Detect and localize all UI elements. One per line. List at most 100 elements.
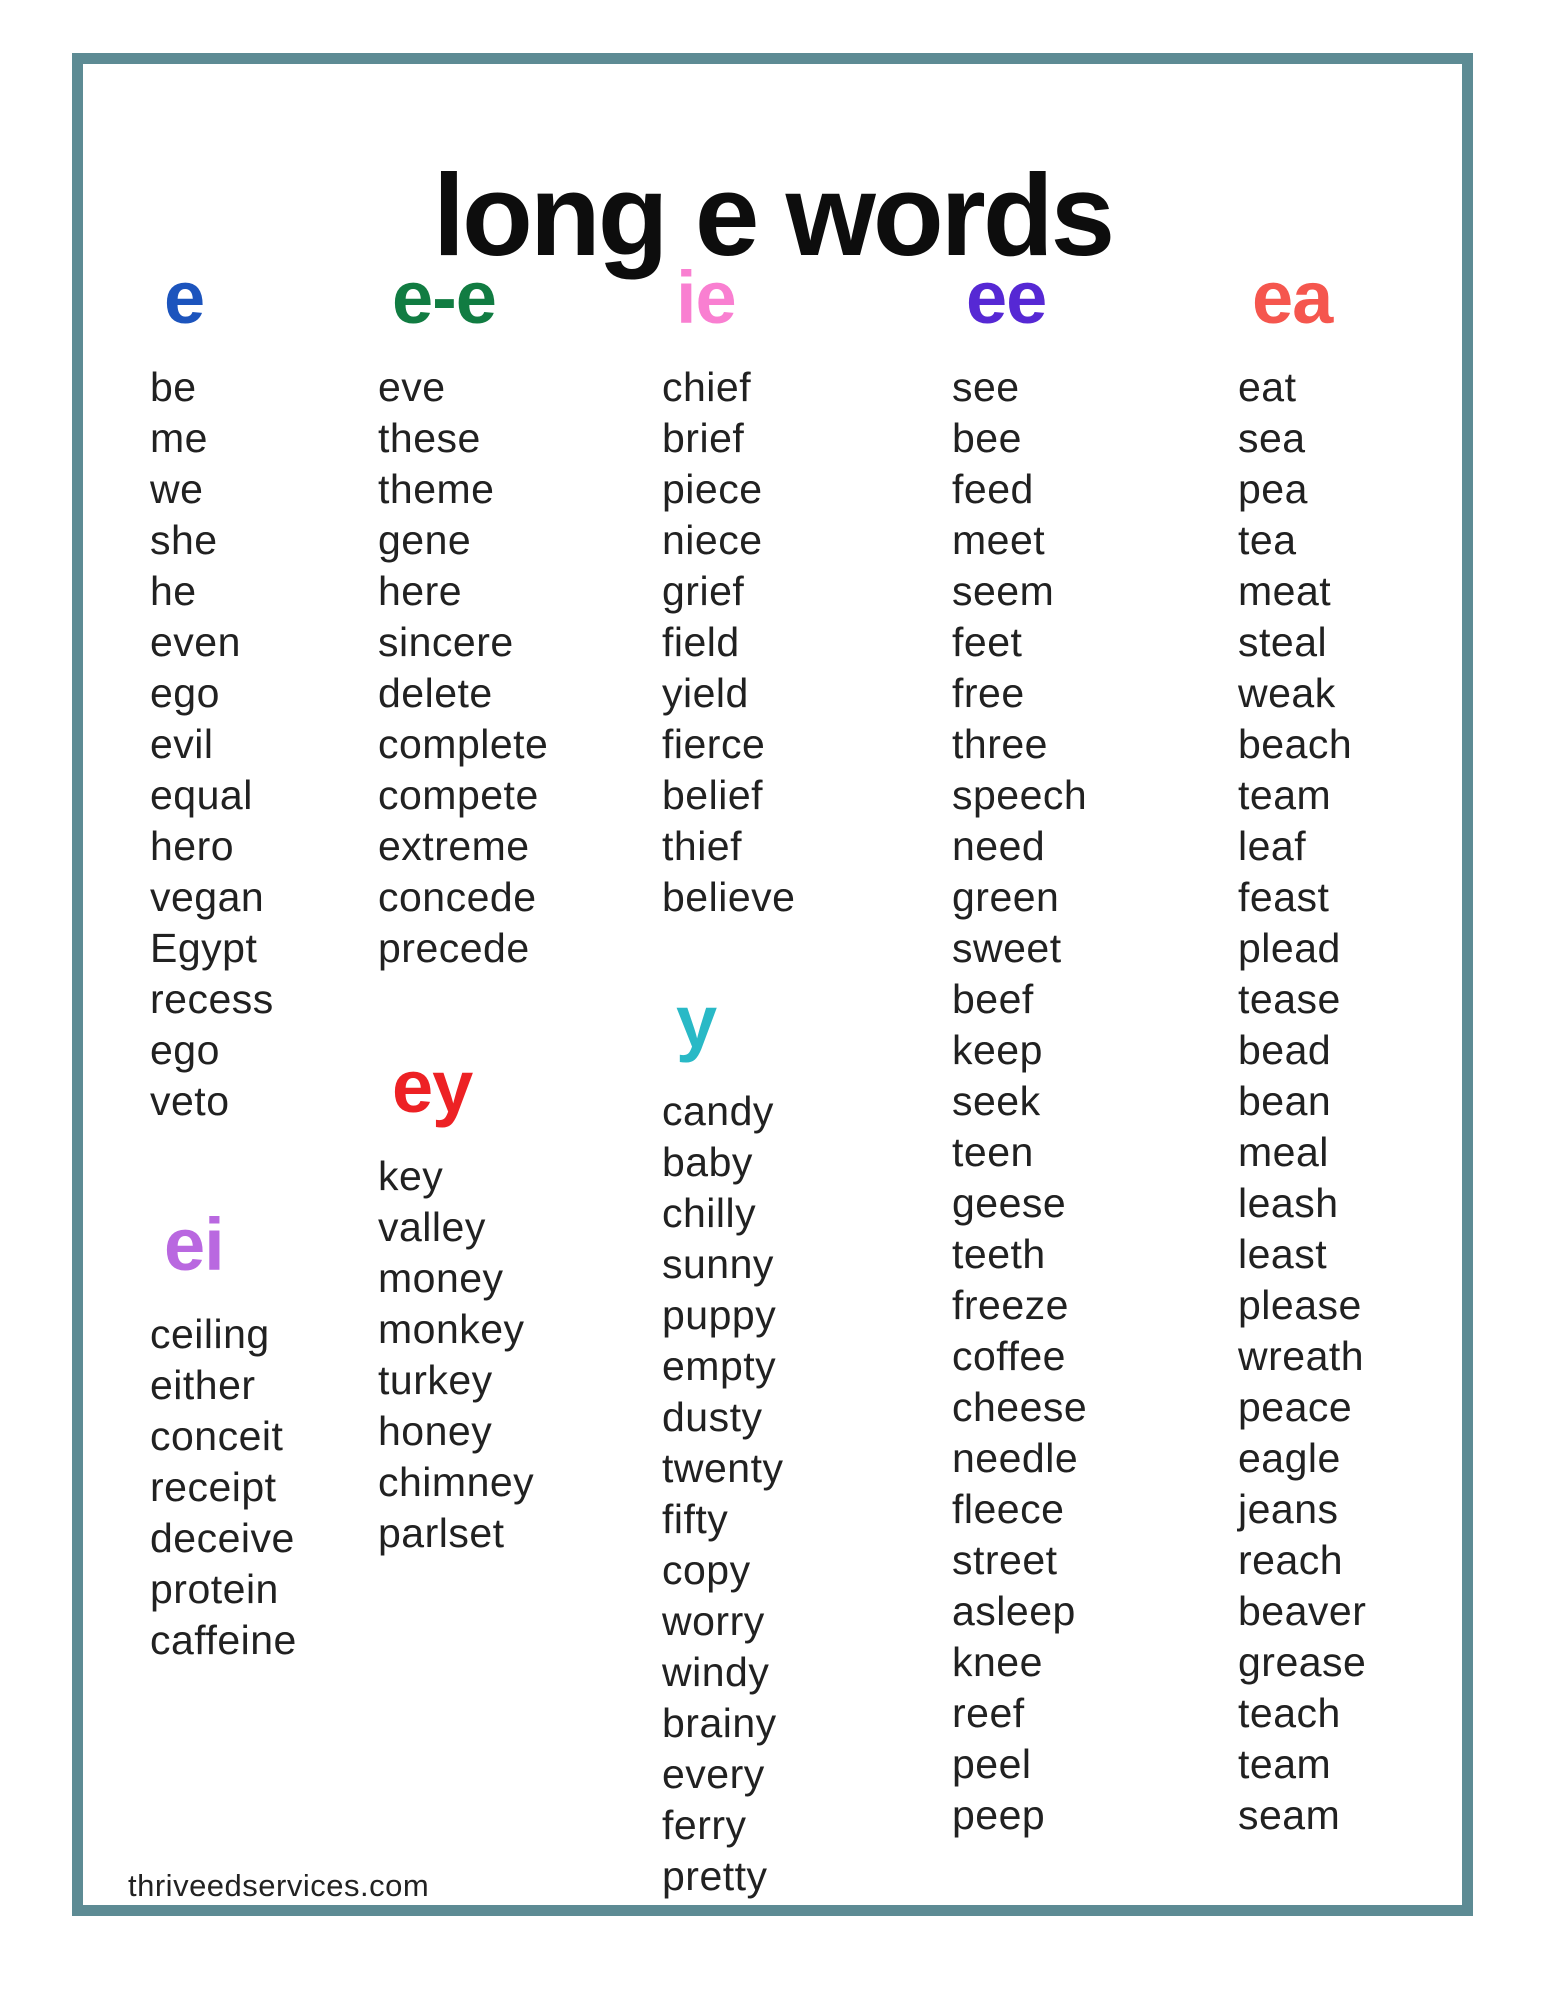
word-column: ee see bee feed meet seem feet free three speech n… xyxy=(952,255,1238,1902)
section-header-ey: ey xyxy=(392,1045,473,1128)
word-column: ea eat sea pea tea meat steal weak beach team leaf… xyxy=(1238,255,1470,1902)
word-item: candy xyxy=(662,1088,774,1134)
word-item: feet xyxy=(952,619,1023,665)
word-item: grease xyxy=(1238,1639,1367,1685)
word-list-ie: chief brief piece niece grief field yield fierc… xyxy=(662,362,952,923)
word-item: ego xyxy=(150,670,220,716)
word-list-ea: eat sea pea tea meat steal weak beach team leaf fe… xyxy=(1238,362,1470,1841)
word-item: twenty xyxy=(662,1445,784,1491)
word-item: we xyxy=(150,466,204,512)
word-item: jeans xyxy=(1238,1486,1339,1532)
word-item: sea xyxy=(1238,415,1306,461)
word-item: beaver xyxy=(1238,1588,1367,1634)
word-item: cheese xyxy=(952,1384,1088,1430)
word-item: hero xyxy=(150,823,235,869)
word-item: beef xyxy=(952,976,1034,1022)
word-item: feast xyxy=(1238,874,1330,920)
word-item: needle xyxy=(952,1435,1079,1481)
word-item: free xyxy=(952,670,1025,716)
word-item: ferry xyxy=(662,1802,747,1848)
word-item: seam xyxy=(1238,1792,1341,1838)
word-item: yield xyxy=(662,670,749,716)
word-item: knee xyxy=(952,1639,1043,1685)
word-item: weak xyxy=(1238,670,1336,716)
word-list-e: be me we she he even ego evil equal hero vegan Egyp… xyxy=(150,362,378,1127)
word-item: chief xyxy=(662,364,752,410)
word-item: bean xyxy=(1238,1078,1332,1124)
word-item: honey xyxy=(378,1408,493,1454)
word-item: sweet xyxy=(952,925,1062,971)
word-item: deceive xyxy=(150,1515,295,1561)
section-header-ee: ee xyxy=(966,256,1047,339)
word-item: empty xyxy=(662,1343,777,1389)
word-item: bee xyxy=(952,415,1022,461)
word-item: steal xyxy=(1238,619,1328,665)
word-item: three xyxy=(952,721,1048,767)
word-item: he xyxy=(150,568,197,614)
word-item: here xyxy=(378,568,463,614)
word-item: eat xyxy=(1238,364,1297,410)
word-item: precede xyxy=(378,925,530,971)
word-item: eve xyxy=(378,364,446,410)
word-item: chimney xyxy=(378,1459,535,1505)
word-item: parlset xyxy=(378,1510,505,1556)
section-header-ei: ei xyxy=(164,1203,225,1286)
word-item: compete xyxy=(378,772,539,818)
word-list-ey: key valley money monkey turkey honey chimney pa… xyxy=(378,1151,662,1559)
word-item: turkey xyxy=(378,1357,493,1403)
word-item: coffee xyxy=(952,1333,1066,1379)
word-item: meal xyxy=(1238,1129,1329,1175)
word-item: geese xyxy=(952,1180,1067,1226)
section-ee: ee see bee feed meet seem feet free three speech n… xyxy=(952,255,1238,1841)
section-header-e: e xyxy=(164,256,205,339)
word-item: see xyxy=(952,364,1020,410)
word-item: eagle xyxy=(1238,1435,1341,1481)
word-item: worry xyxy=(662,1598,765,1644)
section-ea: ea eat sea pea tea meat steal weak beach team leaf… xyxy=(1238,255,1470,1841)
word-item: teen xyxy=(952,1129,1034,1175)
word-item: copy xyxy=(662,1547,751,1593)
word-item: be xyxy=(150,364,197,410)
word-item: beach xyxy=(1238,721,1353,767)
word-list-ee: see bee feed meet seem feet free three speech nee… xyxy=(952,362,1238,1841)
word-item: speech xyxy=(952,772,1088,818)
word-item: even xyxy=(150,619,241,665)
footer-website-url: thriveedservices.com xyxy=(128,1868,430,1903)
word-item: green xyxy=(952,874,1060,920)
word-item: brief xyxy=(662,415,745,461)
page-title: long e words xyxy=(432,149,1115,280)
word-item: keep xyxy=(952,1027,1043,1073)
word-item: pea xyxy=(1238,466,1308,512)
section-header-e-e: e-e xyxy=(392,256,497,339)
word-item: niece xyxy=(662,517,763,563)
word-item: Egypt xyxy=(150,925,258,971)
word-item: extreme xyxy=(378,823,530,869)
word-item: theme xyxy=(378,466,495,512)
word-item: reef xyxy=(952,1690,1025,1736)
word-item: sincere xyxy=(378,619,514,665)
word-item: piece xyxy=(662,466,763,512)
word-item: fleece xyxy=(952,1486,1065,1532)
word-item: dusty xyxy=(662,1394,763,1440)
word-column: ie chief brief piece niece grief field yield fie… xyxy=(662,255,952,1902)
word-column: e-e eve these theme gene here sincere delete com… xyxy=(378,255,662,1902)
word-item: wreath xyxy=(1238,1333,1365,1379)
word-item: ceiling xyxy=(150,1311,270,1357)
section-e: e be me we she he even ego evil equal hero vegan Egy… xyxy=(150,255,378,1127)
word-item: grief xyxy=(662,568,745,614)
word-item: sunny xyxy=(662,1241,774,1287)
word-item: feed xyxy=(952,466,1034,512)
word-item: asleep xyxy=(952,1588,1076,1634)
word-item: protein xyxy=(150,1566,279,1612)
word-item: gene xyxy=(378,517,472,563)
word-item: meet xyxy=(952,517,1046,563)
word-item: equal xyxy=(150,772,253,818)
word-item: chilly xyxy=(662,1190,757,1236)
word-item: baby xyxy=(662,1139,753,1185)
word-column: e be me we she he even ego evil equal hero vegan Egy… xyxy=(150,255,378,1902)
word-item: receipt xyxy=(150,1464,277,1510)
word-item: team xyxy=(1238,1741,1332,1787)
word-item: need xyxy=(952,823,1046,869)
section-ei: ei ceiling either conceit receipt deceive prot… xyxy=(150,1202,378,1666)
